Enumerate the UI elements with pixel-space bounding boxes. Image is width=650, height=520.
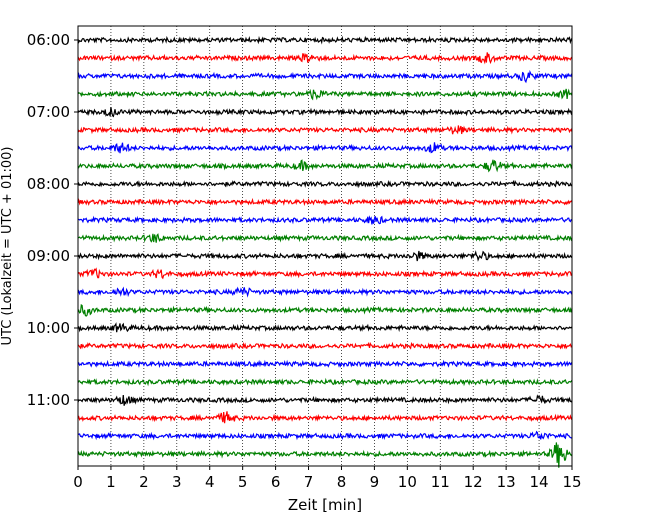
x-tick-label: 4 xyxy=(205,473,215,491)
y-axis-label: UTC (Lokalzeit = UTC + 01:00) xyxy=(0,147,15,346)
x-tick-label: 8 xyxy=(337,473,347,491)
x-tick-label: 5 xyxy=(238,473,248,491)
y-tick-label: 10:00 xyxy=(27,319,70,337)
y-tick-label: 07:00 xyxy=(27,103,70,121)
seismogram-trace xyxy=(77,359,573,369)
x-axis-label: Zeit [min] xyxy=(288,496,362,514)
x-tick-label: 0 xyxy=(73,473,83,491)
seismogram-trace xyxy=(77,411,573,424)
seismogram-trace xyxy=(77,341,573,351)
seismogram-trace xyxy=(77,215,573,225)
x-axis-ticks: 0 1 2 3 4 5 6 7 8 9 10 11 12 13 14 15 xyxy=(73,466,582,491)
seismogram-trace xyxy=(77,286,573,298)
x-tick-label: 3 xyxy=(172,473,182,491)
seismogram-trace xyxy=(77,377,573,387)
x-tick-label: 9 xyxy=(370,473,380,491)
seismogram-trace xyxy=(77,250,573,262)
seismogram-trace xyxy=(77,267,573,280)
seismogram-trace xyxy=(77,159,573,173)
seismogram-trace xyxy=(77,303,573,317)
seismogram-trace xyxy=(77,233,573,243)
y-tick-label: 09:00 xyxy=(27,247,70,265)
seismogram-trace xyxy=(77,197,573,207)
y-tick-label: 08:00 xyxy=(27,175,70,193)
x-tick-label: 11 xyxy=(431,473,450,491)
y-tick-label: 11:00 xyxy=(27,391,70,409)
x-tick-label: 7 xyxy=(304,473,314,491)
plot-frame xyxy=(77,25,573,467)
seismogram-trace xyxy=(77,142,573,154)
x-tick-label: 1 xyxy=(106,473,116,491)
x-tick-label: 12 xyxy=(464,473,483,491)
seismogram-trace xyxy=(77,430,573,441)
y-tick-label: 06:00 xyxy=(27,31,70,49)
seismogram-trace xyxy=(77,106,573,118)
seismogram-trace xyxy=(77,69,573,84)
x-tick-label: 15 xyxy=(562,473,581,491)
y-axis-ticks: 06:00 07:00 08:00 09:00 10:00 11:00 xyxy=(27,31,78,409)
x-tick-label: 2 xyxy=(139,473,149,491)
seismogram-trace xyxy=(77,179,572,189)
x-tick-label: 14 xyxy=(530,473,549,491)
seismogram-trace xyxy=(77,125,573,135)
trace-group xyxy=(77,35,573,468)
seismogram-trace xyxy=(77,394,573,406)
seismogram-trace xyxy=(77,88,573,101)
seismogram-trace xyxy=(77,442,573,468)
seismogram-trace xyxy=(77,35,573,45)
seismogram-trace xyxy=(78,322,573,333)
seismogram-trace xyxy=(77,52,573,65)
x-tick-label: 13 xyxy=(497,473,516,491)
x-tick-label: 6 xyxy=(271,473,281,491)
vertical-grid xyxy=(110,26,540,466)
x-tick-label: 10 xyxy=(398,473,417,491)
